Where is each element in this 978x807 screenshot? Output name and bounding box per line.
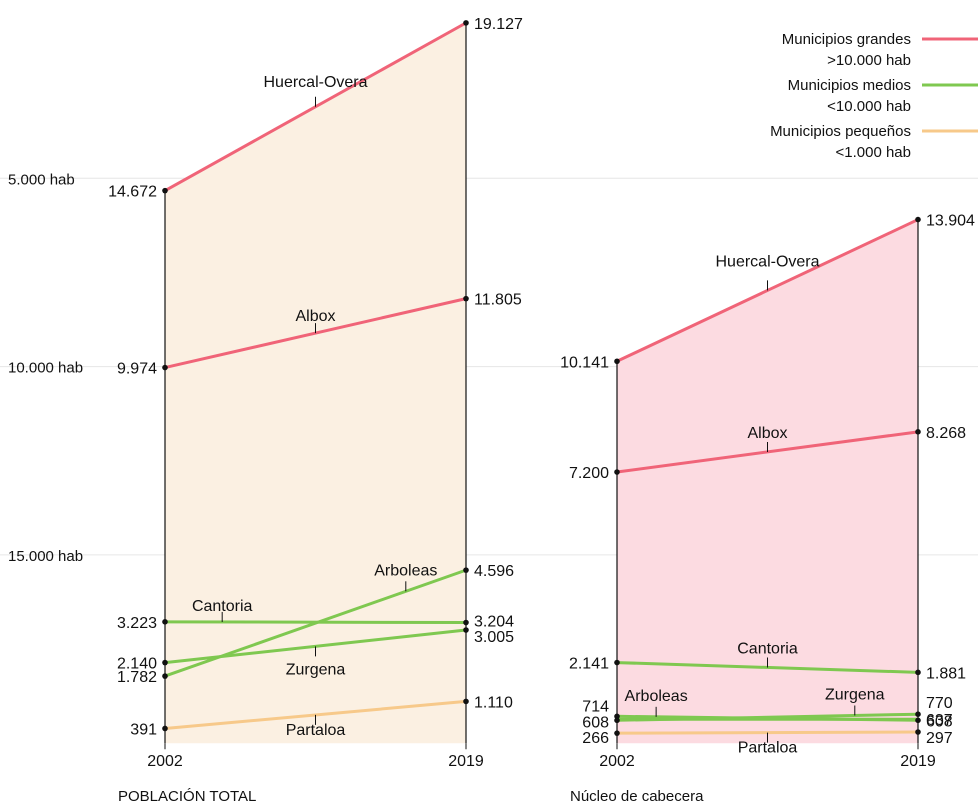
data-label-2002: 9.974 (117, 361, 157, 378)
point (915, 429, 921, 435)
point (162, 673, 168, 679)
point (162, 364, 168, 371)
data-label-2002: 2.141 (569, 656, 609, 673)
data-label-2019: 8.268 (926, 425, 966, 442)
series-label: Zurgena (825, 686, 885, 703)
point (915, 216, 921, 223)
point (915, 711, 921, 718)
point (614, 717, 620, 724)
data-label-2019: 11.805 (474, 292, 522, 309)
data-label-2002: 14.672 (108, 184, 157, 201)
series-label: Huercal-Overa (263, 74, 367, 91)
legend-sublabel: <10.000 hab (827, 98, 911, 115)
legend-label: Municipios medios (788, 77, 911, 94)
series-line-zurgena (616, 712, 919, 722)
point (614, 659, 620, 666)
data-label-2019: 13.904 (926, 213, 975, 230)
panel-caption: POBLACIÓN TOTAL (118, 788, 256, 805)
point (614, 358, 620, 365)
y-axis-label: 10.000 hab (8, 360, 83, 377)
series-label: Zurgena (286, 661, 346, 678)
legend-label: Municipios pequeños (770, 123, 911, 140)
panel-area (165, 22, 466, 744)
point (463, 20, 469, 26)
series-label: Arboleas (625, 688, 688, 705)
legend-label: Municipios grandes (782, 31, 911, 48)
series-label: Huercal-Overa (715, 253, 819, 270)
data-label-2002: 2.140 (117, 656, 157, 673)
series-label: Arboleas (374, 562, 437, 579)
point (614, 713, 620, 720)
point (463, 619, 469, 626)
point (463, 295, 469, 302)
point (915, 729, 921, 735)
x-tick-label: 2019 (900, 753, 936, 770)
series-label: Cantoria (192, 598, 253, 615)
series-label: Cantoria (737, 640, 798, 657)
data-label-2002: 3.223 (117, 615, 157, 632)
point (463, 567, 469, 573)
data-label-2002: 1.782 (117, 669, 157, 686)
data-label-2019: 1.110 (474, 694, 513, 711)
data-label-2019: 3.204 (474, 614, 514, 631)
series-label: Partaloa (738, 740, 798, 757)
data-label-2019: 637 (926, 712, 953, 729)
data-label-2002: 10.141 (560, 354, 609, 371)
point (614, 469, 620, 475)
data-label-2002: 608 (582, 714, 609, 731)
point (162, 619, 168, 625)
legend-sublabel: <1.000 hab (836, 144, 912, 161)
y-axis-label: 5.000 hab (8, 171, 75, 188)
data-label-2019: 297 (926, 730, 953, 747)
data-label-2002: 714 (582, 698, 609, 715)
point (915, 717, 921, 724)
data-label-2019: 4.596 (474, 563, 514, 580)
series-line-cantoria (164, 620, 467, 625)
point (463, 698, 469, 705)
point (915, 669, 921, 676)
x-tick-label: 2002 (599, 753, 635, 770)
series-label: Partaloa (286, 722, 346, 739)
data-label-2019: 1.881 (926, 665, 966, 682)
data-label-2019: 608 (926, 713, 953, 730)
series-label: Albox (747, 425, 787, 442)
point (463, 627, 469, 633)
y-axis-label: 15.000 hab (8, 548, 83, 565)
point (162, 187, 168, 194)
data-label-2019: 3.005 (474, 629, 514, 646)
data-label-2002: 266 (582, 730, 609, 747)
point (162, 725, 168, 732)
x-tick-label: 2019 (448, 753, 484, 770)
series-label: Albox (295, 308, 335, 325)
data-label-2019: 770 (926, 695, 953, 712)
data-label-2019: 19.127 (474, 16, 523, 33)
data-label-2002: 7.200 (569, 465, 609, 482)
point (162, 659, 168, 666)
point (614, 730, 620, 736)
data-label-2002: 391 (130, 721, 157, 738)
x-tick-label: 2002 (147, 753, 183, 770)
panel-area (617, 219, 918, 744)
legend-sublabel: >10.000 hab (827, 52, 911, 69)
panel-caption: Núcleo de cabecera (570, 788, 704, 805)
